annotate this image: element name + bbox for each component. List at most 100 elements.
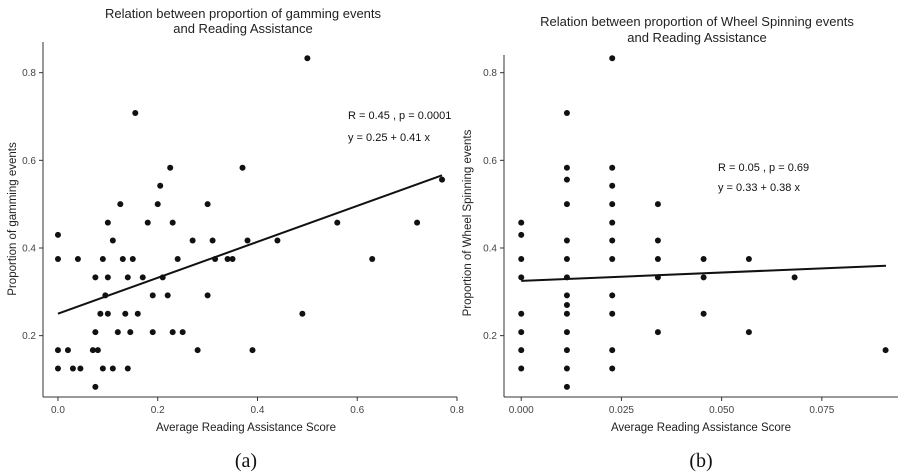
- data-point: [77, 365, 84, 372]
- data-point: [189, 237, 196, 244]
- data-point: [249, 347, 256, 354]
- data-point: [609, 219, 616, 226]
- stat-annotation-equation: y = 0.33 + 0.38 x: [718, 182, 800, 194]
- data-point: [518, 255, 525, 262]
- data-point: [239, 164, 246, 171]
- data-point: [518, 219, 525, 226]
- data-point: [304, 55, 311, 62]
- data-point: [99, 255, 106, 262]
- data-point: [609, 164, 616, 171]
- data-point: [117, 201, 124, 208]
- data-point: [609, 182, 616, 189]
- stat-annotation-equation: y = 0.25 + 0.41 x: [348, 132, 430, 144]
- x-axis-label: Average Reading Assistance Score: [611, 422, 791, 434]
- data-point: [609, 55, 616, 62]
- y-tick-label: 0.8: [483, 68, 497, 79]
- regression-line: [521, 264, 887, 282]
- data-point: [167, 164, 174, 171]
- data-point: [369, 255, 376, 262]
- data-point: [129, 255, 136, 262]
- data-point: [518, 365, 525, 372]
- data-point: [609, 237, 616, 244]
- y-ticks: 0.2 0.4 0.6 0.8: [22, 68, 43, 342]
- data-point: [563, 237, 570, 244]
- data-point: [609, 310, 616, 317]
- data-point: [54, 365, 61, 372]
- data-point: [144, 219, 151, 226]
- data-point: [563, 310, 570, 317]
- data-point: [92, 329, 99, 336]
- data-point: [654, 237, 661, 244]
- data-point: [518, 329, 525, 336]
- chart-title-line-1: Relation between proportion of gamming e…: [105, 6, 382, 21]
- data-point: [99, 365, 106, 372]
- caption-a: (a): [235, 450, 257, 472]
- data-point: [299, 310, 306, 317]
- x-ticks: 0.0 0.2 0.4 0.6 0.8: [51, 397, 464, 416]
- data-point: [134, 310, 141, 317]
- data-point: [224, 255, 231, 262]
- x-tick-label: 0.050: [709, 405, 734, 416]
- data-point: [114, 329, 121, 336]
- data-point: [609, 365, 616, 372]
- data-point: [109, 365, 116, 372]
- regression-line: [57, 174, 443, 315]
- data-point: [334, 219, 341, 226]
- chart-title-line-1: Relation between proportion of Wheel Spi…: [540, 14, 854, 29]
- y-tick-label: 0.4: [483, 243, 497, 254]
- stat-annotation-r-p: R = 0.45 , p = 0.0001: [348, 110, 451, 122]
- data-point: [209, 237, 216, 244]
- data-point: [700, 255, 707, 262]
- y-tick-label: 0.2: [483, 331, 497, 342]
- data-point: [654, 255, 661, 262]
- data-point: [54, 347, 61, 354]
- data-point: [563, 292, 570, 299]
- data-point: [609, 292, 616, 299]
- data-point: [194, 347, 201, 354]
- data-point: [157, 182, 164, 189]
- data-point: [609, 201, 616, 208]
- data-point: [164, 292, 171, 299]
- data-point: [149, 329, 156, 336]
- y-tick-label: 0.4: [22, 243, 36, 254]
- y-tick-label: 0.8: [22, 68, 36, 79]
- data-point: [700, 310, 707, 317]
- y-ticks: 0.2 0.4 0.6 0.8: [483, 68, 504, 342]
- data-point: [609, 347, 616, 354]
- x-tick-label: 0.8: [450, 405, 464, 416]
- data-point: [92, 274, 99, 281]
- x-tick-label: 0.6: [350, 405, 364, 416]
- x-tick-label: 0.0: [51, 405, 65, 416]
- stat-annotation-r-p: R = 0.05 , p = 0.69: [718, 162, 809, 174]
- data-point: [174, 255, 181, 262]
- data-point: [124, 274, 131, 281]
- data-points: [518, 55, 889, 390]
- data-point: [94, 347, 101, 354]
- data-points: [54, 55, 446, 390]
- x-tick-label: 0.025: [609, 405, 634, 416]
- data-point: [563, 255, 570, 262]
- data-point: [518, 347, 525, 354]
- data-point: [119, 255, 126, 262]
- data-point: [609, 255, 616, 262]
- data-point: [122, 310, 129, 317]
- data-point: [204, 292, 211, 299]
- data-point: [745, 329, 752, 336]
- data-point: [563, 365, 570, 372]
- y-axis-label: Proportion of Wheel Spinning events: [462, 129, 474, 316]
- y-axis-label: Proportion of gamming events: [7, 142, 19, 296]
- data-point: [518, 310, 525, 317]
- data-point: [654, 329, 661, 336]
- data-point: [92, 383, 99, 390]
- y-tick-label: 0.6: [22, 156, 36, 167]
- caption-b: (b): [689, 450, 712, 472]
- data-point: [414, 219, 421, 226]
- data-point: [563, 383, 570, 390]
- data-point: [745, 255, 752, 262]
- chart-title-line-2: and Reading Assistance: [173, 21, 312, 36]
- data-point: [518, 231, 525, 238]
- data-point: [563, 164, 570, 171]
- data-point: [179, 329, 186, 336]
- data-point: [54, 255, 61, 262]
